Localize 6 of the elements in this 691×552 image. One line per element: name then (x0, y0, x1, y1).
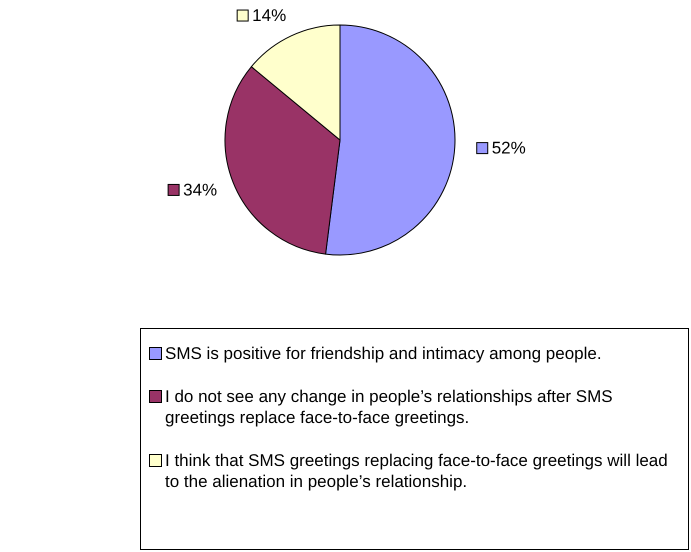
legend-label: I think that SMS greetings replacing face-to-face greetings will lead to the alienation in people’s relationship. (165, 450, 669, 492)
legend-label: SMS is positive for friendship and intimacy among people. (165, 343, 602, 364)
data-label: 14% (252, 6, 286, 26)
data-label: 52% (492, 138, 526, 158)
legend-label: I do not see any change in people’s relationships after SMS greetings replace face-to-face greetings. (165, 386, 614, 428)
data-label: 34% (183, 180, 218, 200)
